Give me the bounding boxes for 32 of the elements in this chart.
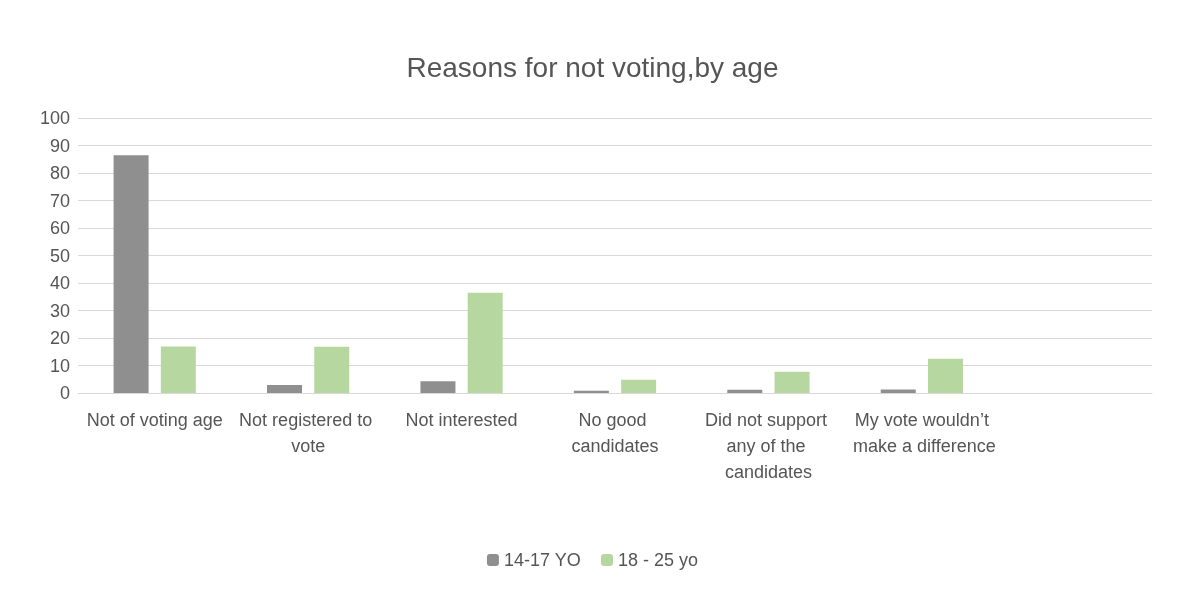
bar [314,346,350,393]
x-tick-label: No good candidates [571,410,659,456]
y-tick-label: 80 [49,163,70,183]
legend-label: 18 - 25 yo [618,550,699,570]
y-tick-label: 90 [49,135,70,156]
bar [573,390,609,393]
x-tick-label: My vote wouldn’t make a difference [847,410,996,456]
bar [267,385,303,393]
y-tick-label: 50 [49,245,70,266]
x-tick-label: Did not support any of the candidates [704,410,832,482]
bar [160,346,196,393]
x-tick-label: Not registered to vote [239,410,378,456]
legend-label: 14-17 YO [503,550,581,570]
bar [727,389,763,393]
bar [467,292,503,393]
bar [927,358,963,393]
y-tick-label: 20 [49,328,70,348]
y-tick-label: 30 [49,300,70,321]
bar [420,381,456,393]
y-tick-label: 60 [49,218,70,238]
y-tick-label: 100 [39,108,70,128]
y-tick-label: 10 [49,355,70,376]
chart-title: Reasons for not voting,by age [406,51,779,83]
y-tick-label: 70 [49,190,70,211]
bar [880,389,916,393]
y-tick-label: 40 [49,273,70,293]
x-tick-label: Not of voting age [86,410,223,430]
y-tick-label: 0 [59,383,70,403]
bar [113,155,149,393]
bar [774,371,810,393]
x-tick-label: Not interested [405,410,518,430]
bar [621,379,657,393]
